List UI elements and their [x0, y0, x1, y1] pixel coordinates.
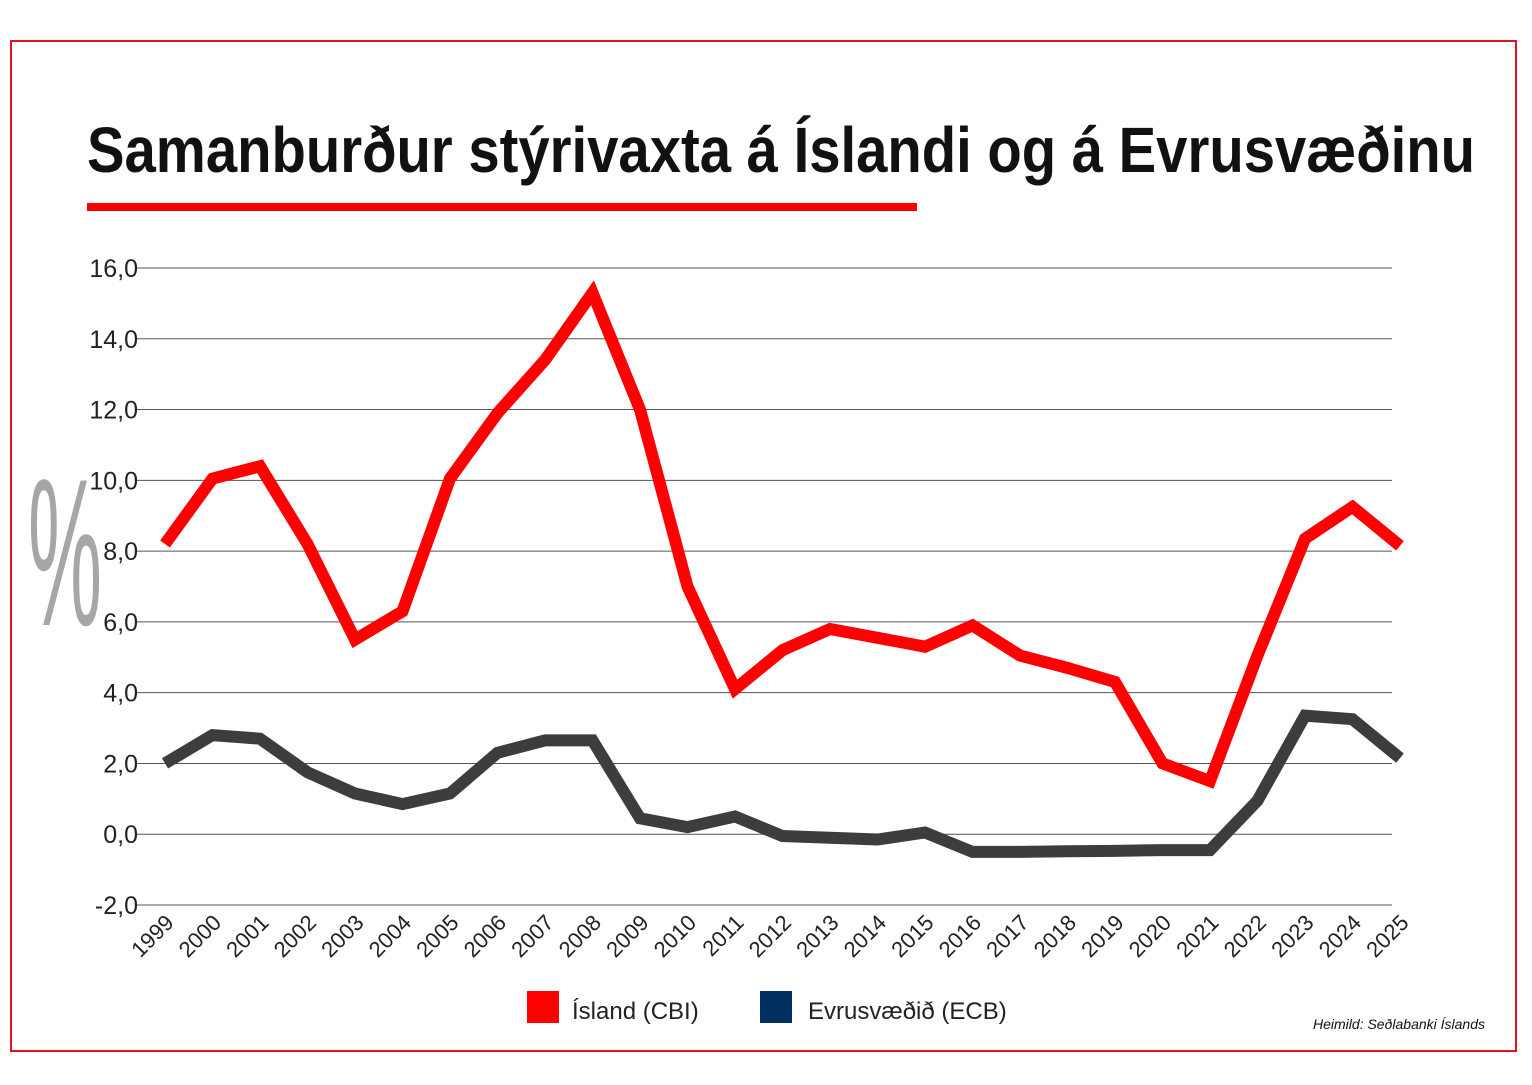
source-note: Heimild: Seðlabanki Íslands — [1313, 1016, 1485, 1032]
y-tick-label: 2,0 — [103, 750, 138, 778]
legend-swatch-island — [527, 991, 559, 1023]
y-tick-label: 8,0 — [103, 538, 138, 566]
legend: Ísland (CBI) Evrusvæðið (ECB) — [527, 991, 1007, 1025]
y-tick-label: 4,0 — [103, 680, 138, 708]
series-line-eurozone — [161, 709, 1404, 858]
y-tick-label: -2,0 — [95, 892, 138, 920]
y-tick-label: 6,0 — [103, 609, 138, 637]
y-tick-label: 12,0 — [89, 397, 138, 425]
legend-label-eurozone: Evrusvæðið (ECB) — [808, 998, 1007, 1025]
y-axis-label: % — [28, 435, 102, 670]
chart-title: Samanburður stýrivaxta á Íslandi og á Ev… — [87, 114, 1475, 186]
y-tick-label: 14,0 — [89, 326, 138, 354]
y-tick-label: 10,0 — [89, 467, 138, 495]
legend-label-island: Ísland (CBI) — [572, 998, 699, 1025]
y-tick-label: 16,0 — [89, 255, 138, 283]
y-tick-label: 0,0 — [103, 821, 138, 849]
frame-border — [10, 40, 1517, 1052]
series-line-island — [160, 280, 1404, 789]
legend-swatch-eurozone — [760, 991, 792, 1023]
title-underline — [87, 203, 917, 211]
